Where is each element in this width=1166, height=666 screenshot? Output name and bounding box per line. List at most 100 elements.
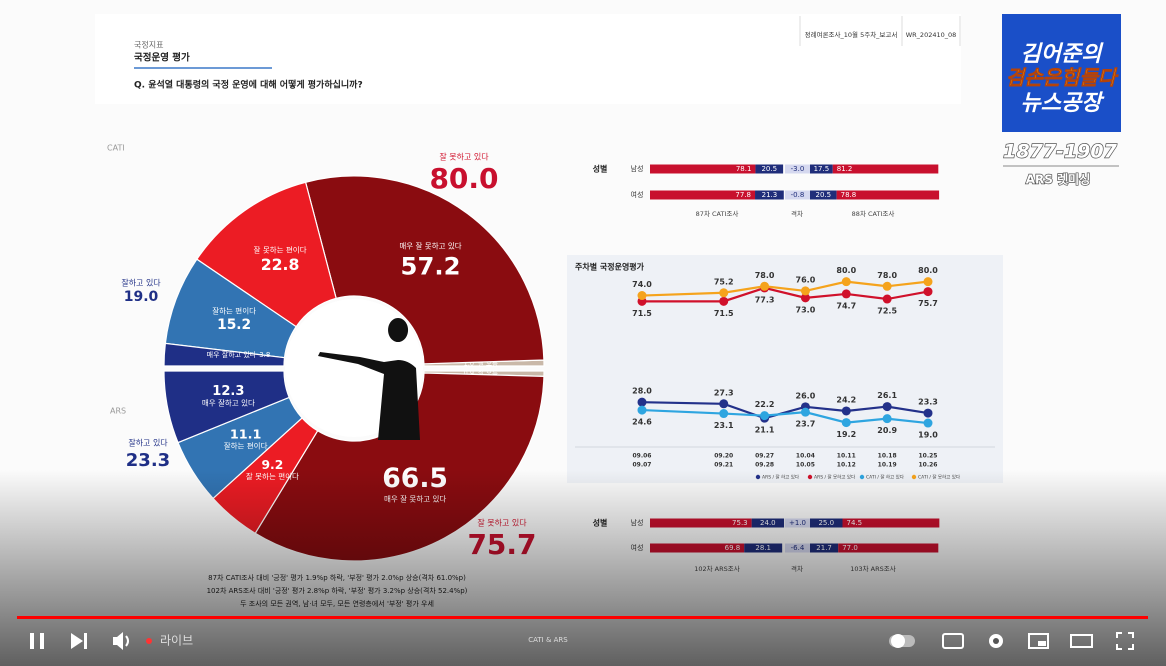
gap-value: -0.8 (791, 191, 805, 199)
donut-segment (163, 370, 290, 444)
series-point (923, 408, 933, 418)
series-point (637, 405, 647, 415)
live-dot (146, 638, 152, 644)
column-label: 격차 (791, 209, 803, 218)
bar-segment (650, 164, 756, 174)
series-point (841, 289, 851, 299)
point-label: 74.7 (836, 301, 856, 310)
x-tick-label: 10.04 (796, 453, 815, 460)
point-label: 75.7 (918, 299, 938, 308)
segment-label: 잘하는 편이다 (212, 305, 256, 315)
series-point (800, 293, 810, 303)
volume-button[interactable] (113, 632, 129, 650)
point-label: 23.7 (796, 420, 816, 429)
x-tick-label: 10.05 (796, 462, 815, 469)
point-label: 23.3 (918, 398, 938, 407)
series-point (882, 281, 892, 291)
pause-button[interactable] (30, 633, 44, 649)
next-button[interactable] (71, 633, 87, 649)
x-tick-label: 10.26 (919, 462, 938, 469)
point-label: 26.0 (796, 391, 816, 400)
segment-label: 매우 잘하고 있다 (207, 350, 257, 359)
half-name: CATI (107, 144, 125, 153)
x-tick-label: 10.18 (878, 453, 897, 460)
header-card (95, 14, 961, 104)
bar-segment (810, 164, 833, 174)
settings-button[interactable] (989, 634, 1003, 648)
bar-segment (836, 190, 940, 200)
miniplayer-button[interactable] (1028, 633, 1049, 649)
x-tick-label: 10.25 (919, 453, 938, 460)
bar-segment (755, 164, 784, 174)
series-point (841, 406, 851, 416)
speaker-silhouette (318, 318, 420, 440)
point-label: 20.9 (877, 426, 897, 435)
series-point (923, 277, 933, 287)
player-controls: 라이브 CATI & ARS (17, 616, 1148, 650)
series-point (719, 399, 729, 409)
table-heading: 성별 (593, 164, 608, 174)
total-positive-label: 잘하고 있다 (121, 278, 161, 288)
point-label: 24.6 (632, 418, 652, 427)
point-label: 74.0 (632, 280, 652, 289)
point-label: 71.5 (632, 309, 652, 318)
segment-label: 잘하는 편이다 (224, 441, 268, 451)
point-label: 77.3 (755, 295, 775, 304)
segment-value: 15.2 (217, 317, 251, 333)
series-point (882, 402, 892, 412)
fullscreen-button[interactable] (1116, 632, 1134, 650)
series-point (923, 418, 933, 428)
x-tick-label: 10.11 (837, 453, 856, 460)
segment-label: 잘 못하는 편이다 (254, 245, 307, 255)
total-negative-label: 잘 못하고 있다 (439, 152, 489, 162)
total-positive-value: 19.0 (124, 289, 159, 305)
point-label: 78.0 (755, 271, 775, 280)
series-point (923, 287, 933, 297)
autoplay-toggle[interactable] (889, 634, 915, 648)
bar-value: 81.2 (837, 165, 853, 173)
series-point (719, 409, 729, 419)
logo-line: 김어준의 (1021, 42, 1105, 67)
gap-cell (785, 164, 810, 174)
donut-segment (304, 175, 545, 365)
x-tick-label: 09.28 (755, 462, 774, 469)
progress-bar[interactable] (17, 616, 1148, 619)
report-code: WR_202410_08 (906, 31, 957, 39)
point-label: 76.0 (796, 275, 816, 284)
series-point (760, 411, 770, 421)
point-label: 26.1 (877, 391, 897, 400)
player-shade (0, 470, 1166, 666)
segment-label: 매우 잘 못하고 있다 (399, 240, 461, 250)
x-tick-label: 10.19 (878, 462, 897, 469)
x-tick-label: 09.06 (633, 453, 652, 460)
series-point (882, 414, 892, 424)
total-positive-value: 23.3 (126, 450, 170, 471)
point-label: 80.0 (836, 266, 856, 275)
segment-value: 1.0 (464, 360, 474, 368)
bar-value: 17.5 (814, 165, 830, 173)
x-tick-label: 10.12 (837, 462, 856, 469)
bar-value: 78.1 (736, 165, 752, 173)
row-label: 남성 (631, 164, 644, 173)
point-label: 23.1 (714, 421, 734, 430)
chapter-label: CATI & ARS (528, 636, 568, 644)
series-point (637, 397, 647, 407)
series-point (800, 286, 810, 296)
bar-value: 77.8 (735, 191, 751, 199)
series-point (760, 281, 770, 291)
segment-label: 잘 모름 (478, 369, 498, 377)
segment-value: 0.9 (464, 369, 474, 377)
bar-value: 78.8 (841, 191, 857, 199)
logo-caption: ARS 렛미싱 (1026, 172, 1090, 187)
point-label: 24.2 (836, 395, 856, 404)
point-label: 78.0 (877, 271, 897, 280)
theater-button[interactable] (1070, 634, 1093, 648)
live-label[interactable]: 라이브 (160, 634, 193, 648)
total-positive-label: 잘하고 있다 (128, 438, 168, 448)
subtitles-button[interactable] (942, 633, 964, 649)
point-label: 19.2 (836, 430, 856, 439)
column-label: 88차 CATI조사 (852, 209, 895, 218)
total-negative-value: 80.0 (429, 162, 498, 195)
series-point (719, 288, 729, 298)
